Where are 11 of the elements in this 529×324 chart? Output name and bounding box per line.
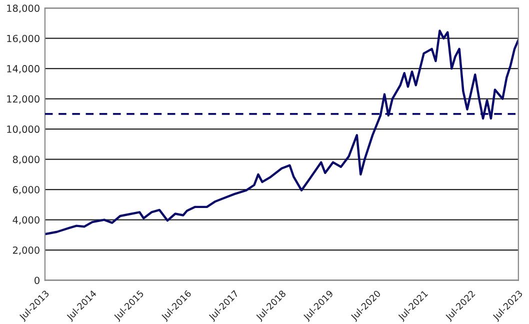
y-tick-label: 2,000 bbox=[12, 246, 40, 255]
y-tick-label: 8,000 bbox=[12, 156, 40, 164]
y-tick-label: 12,000 bbox=[7, 95, 40, 104]
y-tick-label: 0 bbox=[34, 276, 40, 284]
y-tick-label: 10,000 bbox=[7, 126, 40, 134]
y-tick-label: 4,000 bbox=[12, 216, 40, 225]
y-tick-label: 6,000 bbox=[12, 186, 40, 194]
y-tick-label: 16,000 bbox=[7, 34, 40, 44]
line-series bbox=[44, 30, 518, 236]
y-tick-label: 14,000 bbox=[7, 65, 40, 74]
y-tick-label: 18,000 bbox=[7, 4, 40, 13]
